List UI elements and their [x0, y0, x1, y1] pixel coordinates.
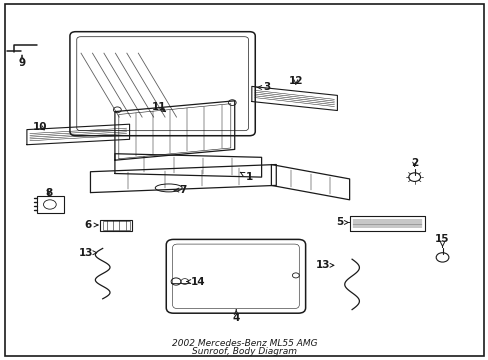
Text: 8: 8: [45, 188, 52, 198]
Text: 2002 Mercedes-Benz ML55 AMG: 2002 Mercedes-Benz ML55 AMG: [171, 339, 317, 348]
Text: 11: 11: [151, 102, 166, 112]
Text: Sunroof, Body Diagram: Sunroof, Body Diagram: [192, 346, 296, 356]
Text: 10: 10: [33, 122, 47, 132]
Text: 15: 15: [434, 234, 449, 247]
Text: 14: 14: [186, 276, 205, 287]
Text: 2: 2: [410, 158, 417, 168]
Text: 6: 6: [84, 220, 98, 230]
Text: 13: 13: [78, 248, 97, 258]
Text: 4: 4: [232, 310, 240, 323]
Bar: [100, 220, 132, 231]
Text: 3: 3: [257, 82, 269, 93]
Text: 1: 1: [240, 172, 252, 182]
Text: 9: 9: [19, 55, 25, 68]
Text: 7: 7: [174, 185, 187, 195]
Bar: [37, 196, 63, 213]
Text: 12: 12: [288, 76, 303, 86]
Bar: [102, 221, 129, 230]
Text: 13: 13: [315, 260, 333, 270]
Text: 5: 5: [336, 217, 348, 228]
